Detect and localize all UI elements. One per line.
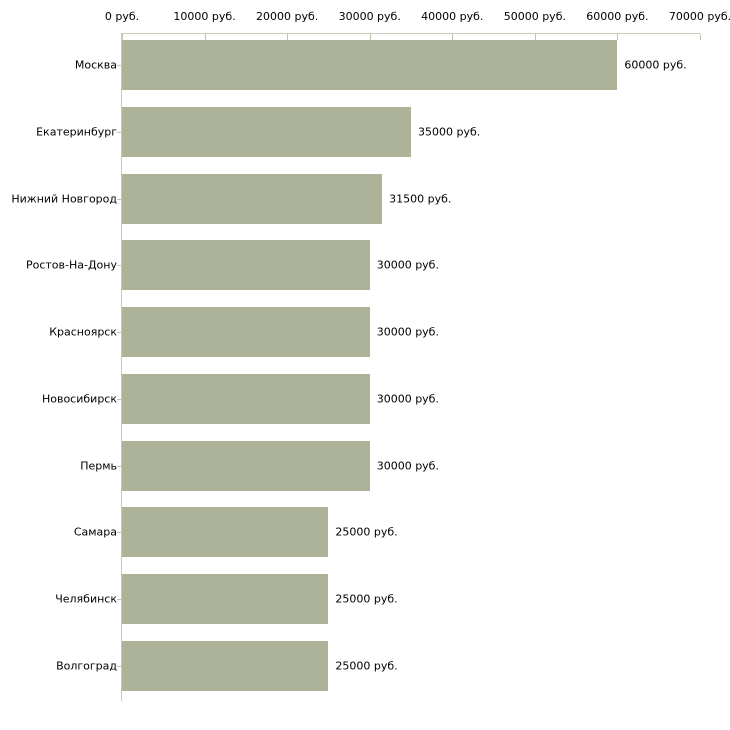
- bar-1: [122, 40, 618, 90]
- x-axis-tick-mark: [204, 34, 206, 40]
- x-axis-tick-label: 30000 руб.: [338, 10, 401, 23]
- category-label: Волгоград: [56, 659, 117, 673]
- x-axis-tick-mark: [700, 34, 701, 40]
- x-axis-tick-mark: [122, 34, 123, 40]
- x-axis-tick-label: 0 руб.: [104, 10, 140, 23]
- bar-6: [122, 373, 370, 424]
- category-tick-mark: [117, 465, 121, 467]
- value-label: 25000 руб.: [335, 592, 398, 606]
- bar-4: [122, 240, 370, 291]
- category-label: Самара: [73, 525, 117, 539]
- x-axis-tick-label: 70000 руб.: [668, 10, 730, 23]
- category-label: Пермь: [80, 459, 117, 473]
- bar-8: [122, 507, 329, 558]
- category-tick-mark: [117, 265, 121, 267]
- category-tick-mark: [117, 599, 121, 601]
- value-label: 25000 руб.: [335, 659, 398, 673]
- x-axis-tick-label: 50000 руб.: [503, 10, 566, 23]
- bar-9: [122, 574, 329, 625]
- x-axis-tick-label: 20000 руб.: [256, 10, 319, 23]
- bar-3: [122, 173, 383, 224]
- bar-2: [122, 106, 411, 157]
- bar-7: [122, 440, 370, 491]
- x-axis-line: [122, 33, 700, 34]
- value-label: 30000 руб.: [376, 325, 439, 339]
- category-label: Ростов-На-Дону: [25, 258, 117, 272]
- category-label: Новосибирск: [41, 392, 117, 406]
- x-axis-tick-label: 40000 руб.: [421, 10, 484, 23]
- category-label: Челябинск: [55, 592, 117, 606]
- value-label: 31500 руб.: [389, 192, 452, 206]
- x-axis-tick-mark: [452, 34, 454, 40]
- category-label: Красноярск: [49, 325, 117, 339]
- value-label: 25000 руб.: [335, 525, 398, 539]
- x-axis-tick-label: 60000 руб.: [586, 10, 649, 23]
- value-label: 35000 руб.: [418, 125, 481, 139]
- category-tick-mark: [117, 532, 121, 534]
- category-tick-mark: [117, 332, 121, 334]
- x-axis-tick-mark: [617, 34, 619, 40]
- x-axis-tick-mark: [287, 34, 289, 40]
- category-tick-mark: [117, 65, 121, 66]
- value-label: 60000 руб.: [624, 58, 687, 72]
- x-axis-tick-mark: [369, 34, 371, 40]
- category-label: Екатеринбург: [36, 125, 117, 139]
- category-tick-mark: [117, 665, 121, 667]
- value-label: 30000 руб.: [376, 258, 439, 272]
- x-axis-tick-mark: [534, 34, 536, 40]
- category-label: Москва: [74, 58, 117, 72]
- value-label: 30000 руб.: [376, 392, 439, 406]
- category-tick-mark: [117, 398, 121, 400]
- y-axis-line: [121, 33, 122, 701]
- category-tick-mark: [117, 131, 121, 133]
- category-label: Нижний Новгород: [11, 192, 117, 206]
- category-tick-mark: [117, 198, 121, 200]
- value-label: 30000 руб.: [376, 459, 439, 473]
- bar-10: [122, 640, 329, 691]
- bar-5: [122, 307, 370, 358]
- x-axis-tick-label: 10000 руб.: [173, 10, 236, 23]
